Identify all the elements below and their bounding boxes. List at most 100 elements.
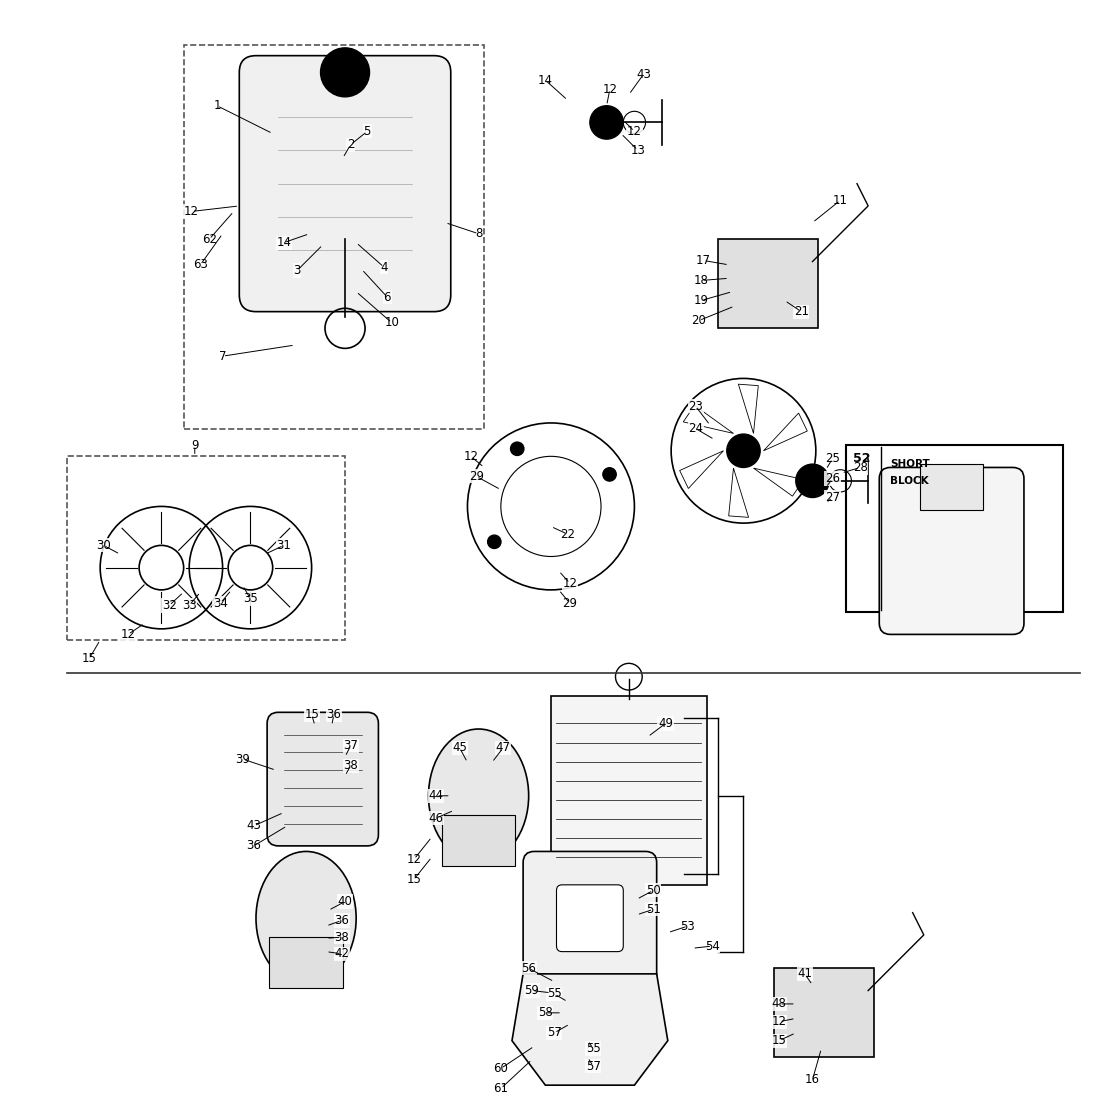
- Text: 12: 12: [184, 205, 199, 218]
- Text: 55: 55: [585, 1042, 601, 1055]
- Text: 15: 15: [771, 1034, 787, 1047]
- Circle shape: [590, 106, 623, 139]
- FancyBboxPatch shape: [879, 467, 1024, 634]
- Text: 43: 43: [636, 68, 651, 81]
- Text: 16: 16: [805, 1073, 820, 1086]
- Text: 8: 8: [475, 227, 482, 240]
- Text: 5: 5: [364, 125, 371, 138]
- Text: 59: 59: [524, 984, 540, 997]
- Text: 42: 42: [334, 947, 349, 961]
- FancyBboxPatch shape: [523, 851, 657, 985]
- Text: 15: 15: [304, 708, 319, 721]
- Ellipse shape: [429, 729, 529, 863]
- Text: 63: 63: [193, 258, 208, 272]
- Text: 28: 28: [853, 461, 868, 474]
- Text: 14: 14: [276, 236, 292, 249]
- Text: 12: 12: [463, 450, 479, 463]
- Text: 57: 57: [546, 1026, 562, 1040]
- Circle shape: [487, 535, 501, 549]
- Text: 24: 24: [688, 422, 703, 435]
- FancyBboxPatch shape: [269, 937, 343, 988]
- Text: 37: 37: [343, 739, 358, 752]
- Text: 33: 33: [181, 599, 197, 612]
- Text: 50: 50: [646, 884, 661, 897]
- Text: 7: 7: [219, 349, 226, 363]
- Circle shape: [321, 48, 370, 97]
- Text: 1: 1: [214, 99, 220, 112]
- Text: 21: 21: [794, 305, 809, 318]
- Text: 20: 20: [691, 314, 707, 327]
- Text: 2: 2: [347, 138, 354, 151]
- Text: 47: 47: [495, 741, 511, 755]
- Polygon shape: [512, 974, 668, 1085]
- Ellipse shape: [256, 851, 356, 985]
- Text: 29: 29: [469, 470, 484, 483]
- Text: 56: 56: [521, 962, 536, 975]
- Text: 36: 36: [246, 839, 262, 853]
- Circle shape: [796, 464, 829, 498]
- Text: 13: 13: [630, 144, 646, 157]
- Text: 58: 58: [538, 1006, 553, 1020]
- Text: 61: 61: [493, 1082, 509, 1095]
- Text: 38: 38: [334, 930, 349, 944]
- Text: 55: 55: [546, 987, 562, 1001]
- Text: 22: 22: [560, 528, 575, 541]
- Text: 11: 11: [833, 194, 848, 207]
- Text: 44: 44: [429, 789, 444, 802]
- Text: 62: 62: [201, 233, 217, 246]
- FancyBboxPatch shape: [239, 56, 451, 312]
- FancyBboxPatch shape: [267, 712, 378, 846]
- FancyBboxPatch shape: [920, 464, 983, 510]
- Text: BLOCK: BLOCK: [890, 476, 929, 485]
- Text: 9: 9: [191, 439, 198, 452]
- Text: 27: 27: [825, 491, 840, 504]
- Text: 6: 6: [384, 290, 391, 304]
- Text: 38: 38: [343, 759, 358, 772]
- Text: 39: 39: [235, 752, 250, 766]
- Text: 3: 3: [294, 264, 301, 277]
- Text: 36: 36: [334, 914, 349, 927]
- FancyBboxPatch shape: [556, 885, 623, 952]
- Text: 15: 15: [81, 652, 97, 666]
- Text: 41: 41: [797, 967, 812, 981]
- Text: 52: 52: [853, 452, 870, 465]
- Text: 36: 36: [326, 708, 342, 721]
- Text: 35: 35: [243, 592, 258, 605]
- Text: 15: 15: [406, 873, 422, 886]
- Circle shape: [511, 442, 524, 455]
- Text: 18: 18: [693, 274, 709, 287]
- Text: 43: 43: [246, 819, 262, 833]
- Text: 19: 19: [693, 294, 709, 307]
- Text: 12: 12: [771, 1015, 787, 1028]
- Text: SHORT: SHORT: [890, 460, 930, 469]
- Text: 12: 12: [406, 853, 422, 866]
- Text: 29: 29: [562, 597, 578, 610]
- Text: 51: 51: [646, 903, 661, 916]
- Text: 49: 49: [658, 717, 673, 730]
- Text: 12: 12: [627, 125, 642, 138]
- Circle shape: [603, 467, 617, 481]
- Text: 14: 14: [538, 73, 553, 87]
- FancyBboxPatch shape: [718, 239, 818, 328]
- Text: 12: 12: [120, 628, 136, 641]
- Text: 40: 40: [337, 895, 353, 908]
- Text: 12: 12: [562, 577, 578, 590]
- Text: 34: 34: [213, 597, 228, 610]
- Text: 26: 26: [825, 472, 840, 485]
- Circle shape: [727, 434, 760, 467]
- Text: 32: 32: [161, 599, 177, 612]
- FancyBboxPatch shape: [774, 968, 874, 1057]
- Text: 57: 57: [585, 1060, 601, 1073]
- Text: 31: 31: [276, 539, 292, 552]
- FancyBboxPatch shape: [551, 696, 707, 885]
- Text: 54: 54: [705, 939, 720, 953]
- Text: 23: 23: [688, 400, 703, 413]
- FancyBboxPatch shape: [442, 815, 515, 866]
- Text: 12: 12: [602, 82, 618, 96]
- Text: 53: 53: [680, 919, 696, 933]
- Text: 30: 30: [96, 539, 111, 552]
- Text: 45: 45: [452, 741, 467, 755]
- Text: 48: 48: [771, 997, 787, 1011]
- Text: 60: 60: [493, 1062, 509, 1075]
- Text: 46: 46: [429, 811, 444, 825]
